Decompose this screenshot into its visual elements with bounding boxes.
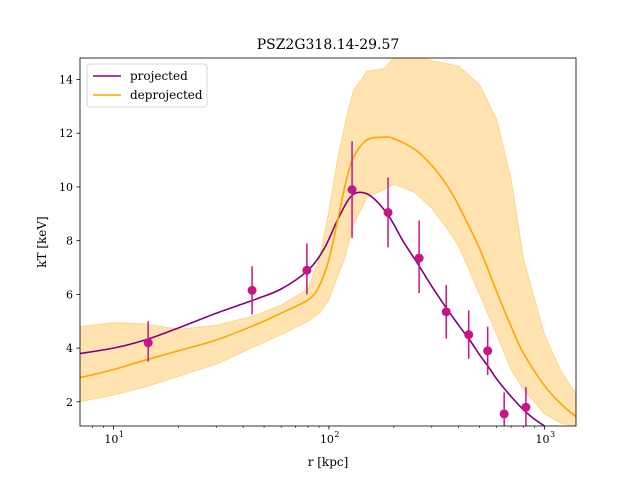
data-point	[441, 307, 451, 317]
deprojected-line	[80, 136, 576, 418]
x-axis-label: r [kpc]	[308, 455, 349, 469]
plot-area	[80, 58, 576, 426]
data-point	[347, 185, 357, 195]
y-axis-label: kT [keV]	[35, 216, 49, 268]
y-tick-label: 2	[66, 396, 73, 409]
y-tick-label: 8	[66, 235, 73, 248]
x-tick-exponent: 2	[334, 430, 339, 439]
legend-label-deprojected: deprojected	[130, 88, 203, 102]
x-tick-exponent: 1	[119, 430, 124, 439]
x-tick-label: 10	[320, 433, 334, 446]
legend-label-projected: projected	[130, 69, 188, 83]
data-point	[383, 207, 393, 217]
data-point	[302, 265, 312, 275]
data-point	[414, 253, 424, 263]
y-tick-label: 4	[66, 342, 73, 355]
data-point	[499, 409, 509, 419]
axes-frame	[79, 57, 577, 427]
y-tick-label: 6	[66, 288, 73, 301]
legend-box	[86, 63, 208, 108]
legend: projected deprojected	[86, 63, 208, 108]
x-tick-label: 10	[536, 433, 550, 446]
data-point	[143, 338, 153, 348]
data-point	[521, 402, 531, 412]
data-point	[483, 346, 493, 356]
plot-clipped	[80, 58, 576, 426]
data-point	[247, 285, 257, 295]
chart-title: PSZ2G318.14-29.57	[257, 37, 400, 53]
y-tick-label: 14	[59, 73, 73, 86]
y-tick-label: 10	[59, 181, 73, 194]
x-tick-exponent: 3	[550, 430, 555, 439]
y-tick-label: 12	[59, 127, 73, 140]
x-tick-label: 10	[104, 433, 118, 446]
data-point	[464, 330, 474, 340]
